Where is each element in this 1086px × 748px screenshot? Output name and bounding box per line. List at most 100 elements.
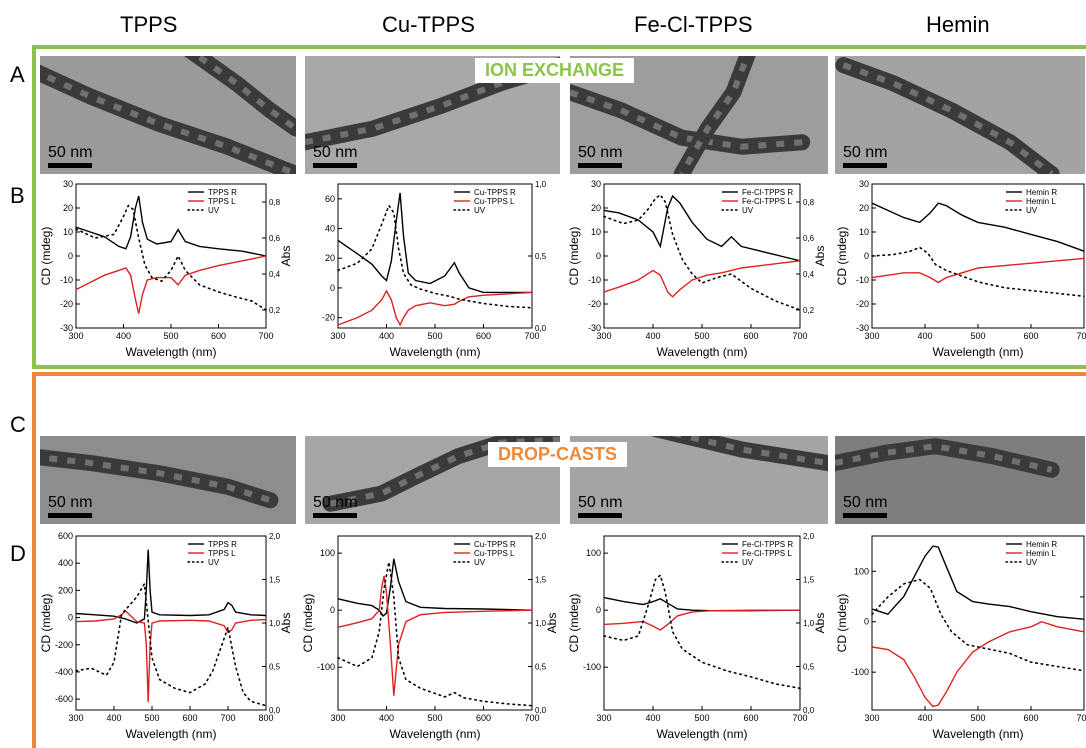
fiber-twist-pattern <box>570 89 803 150</box>
x-axis-label: Wavelength (nm) <box>933 727 1024 741</box>
series-line-cu-tpps-l <box>337 289 533 327</box>
y2-tick-label: 0,5 <box>535 252 547 261</box>
x-tick-label: 600 <box>476 713 491 723</box>
series-line-cu-tpps-r <box>337 192 532 294</box>
scale-bar-line <box>843 513 887 518</box>
drop-casts-banner: DROP-CASTS <box>488 442 628 467</box>
tem-image-a4: 50 nm <box>835 56 1085 174</box>
y2-tick-label: 0,5 <box>269 663 281 672</box>
scale-bar-line <box>313 163 357 168</box>
x-tick-label: 400 <box>379 331 394 341</box>
legend-label: UV <box>208 206 220 215</box>
y2-tick-label: 1,5 <box>803 576 815 585</box>
y2-tick-label: 1,0 <box>535 619 547 628</box>
legend-label: UV <box>474 558 486 567</box>
y2-axis-label: Abs <box>279 613 293 634</box>
scale-bar: 50 nm <box>313 494 357 518</box>
legend-label: Cu-TPPS R <box>474 188 516 197</box>
scale-bar: 50 nm <box>578 144 622 168</box>
y-tick-label: 0 <box>330 605 335 615</box>
plot-frame <box>871 535 1085 711</box>
y-tick-label: 0 <box>68 251 73 261</box>
series-line-uv <box>337 561 533 707</box>
series-line-hemin-r <box>871 545 1085 620</box>
y2-tick-label: 1,0 <box>535 180 547 189</box>
y-axis-label: CD (mdeg) <box>835 594 849 653</box>
x-tick-label: 500 <box>694 331 709 341</box>
x-tick-label: 500 <box>163 331 178 341</box>
series-line-fe-cl-tpps-r <box>603 194 801 262</box>
series-line-uv <box>75 581 267 707</box>
y2-tick-label: 2,0 <box>269 532 281 541</box>
y2-tick-label: 1,0 <box>803 619 815 628</box>
y-tick-label: 30 <box>859 179 869 189</box>
x-tick-label: 300 <box>330 331 345 341</box>
fiber-twist-pattern <box>329 436 560 507</box>
x-tick-label: 600 <box>211 331 226 341</box>
y-tick-label: -400 <box>55 667 73 677</box>
series-line-hemin-l <box>871 620 1085 708</box>
series-line-cu-tpps-r <box>337 558 533 617</box>
cd-plot-b1: 300 400 500 600 700 -30 -20 -10 0 10 20 30 0,2 0,4 0,6… <box>38 178 296 360</box>
y2-tick-label: 2,0 <box>535 532 547 541</box>
x-tick-label: 400 <box>106 713 121 723</box>
y-tick-label: 30 <box>63 179 73 189</box>
y2-tick-label: 0,4 <box>803 270 815 279</box>
scale-bar-line <box>48 163 92 168</box>
legend-label: Hemin L <box>1026 549 1056 558</box>
y2-tick-label: 0,0 <box>535 706 547 715</box>
y2-tick-label: 0,5 <box>803 663 815 672</box>
y2-tick-label: 0,0 <box>269 706 281 715</box>
legend-label: Fe-Cl-TPPS R <box>742 188 793 197</box>
column-header-tpps: TPPS <box>120 12 178 37</box>
cd-plot-d2: 300 400 500 600 700 -100 0 100 0,0 0,5 1,0 1,5 2,0 Wa… <box>300 530 562 742</box>
y-tick-label: 10 <box>63 227 73 237</box>
drop-casts-frame <box>32 372 1086 748</box>
series-line-hemin-l <box>871 257 1085 284</box>
x-tick-label: 400 <box>917 713 932 723</box>
fiber-twist-pattern <box>40 454 272 504</box>
x-tick-label: 700 <box>792 331 807 341</box>
x-axis-label: Wavelength (nm) <box>657 345 748 359</box>
legend-label: Cu-TPPS L <box>474 197 515 206</box>
y-tick-label: 0 <box>864 251 869 261</box>
scale-bar-label: 50 nm <box>843 144 888 161</box>
x-tick-label: 300 <box>68 331 83 341</box>
legend-label: Hemin R <box>1026 540 1057 549</box>
y-tick-label: -10 <box>588 275 601 285</box>
row-label-c: C <box>10 412 26 437</box>
y-tick-label: -20 <box>60 299 73 309</box>
legend-label: UV <box>474 206 486 215</box>
row-label-d: D <box>10 541 26 566</box>
series-line-fe-cl-tpps-l <box>603 260 801 298</box>
series-line-uv <box>337 203 533 309</box>
x-tick-label: 700 <box>1076 331 1086 341</box>
y-tick-label: 0 <box>864 617 869 627</box>
x-tick-label: 300 <box>68 713 83 723</box>
column-header-hemin: Hemin <box>926 12 990 37</box>
y-tick-label: -100 <box>851 667 869 677</box>
y2-tick-label: 0,2 <box>269 306 281 315</box>
y-tick-label: 20 <box>591 203 601 213</box>
scale-bar-line <box>578 163 622 168</box>
legend-label: Hemin R <box>1026 188 1057 197</box>
x-tick-label: 400 <box>116 331 131 341</box>
ion-exchange-frame <box>32 45 1086 369</box>
cd-plot-b4: 300400500600700-30-20-1001020301Waveleng… <box>834 178 1086 360</box>
scale-bar-line <box>578 513 622 518</box>
x-tick-label: 500 <box>970 713 985 723</box>
x-tick-label: 700 <box>1076 713 1086 723</box>
scale-bar-line <box>843 163 887 168</box>
x-tick-label: 600 <box>1023 331 1038 341</box>
series-line-fe-cl-tpps-r <box>603 596 801 612</box>
y2-tick-label: 0,0 <box>803 706 815 715</box>
plot-frame <box>75 183 267 329</box>
scale-bar: 50 nm <box>313 144 357 168</box>
x-tick-label: 700 <box>524 331 539 341</box>
x-tick-label: 600 <box>743 331 758 341</box>
x-tick-label: 600 <box>182 713 197 723</box>
tem-image-c2: 50 nm <box>305 436 560 524</box>
legend-label: TPPS R <box>208 188 237 197</box>
y-axis-label: CD (mdeg) <box>39 227 53 286</box>
